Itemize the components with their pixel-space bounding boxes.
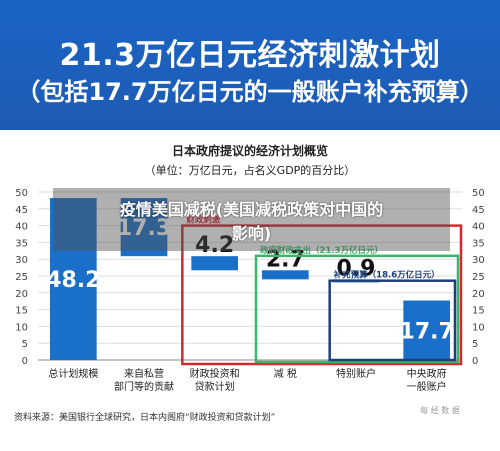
- x-tick-label: 部门等的贡献: [114, 380, 174, 393]
- y-tick-label-right: 40: [472, 222, 485, 233]
- bar-0: [50, 198, 97, 360]
- y-tick-label-left: 45: [15, 205, 28, 216]
- y-tick-label-right: 45: [472, 205, 485, 216]
- bar-5: [403, 300, 450, 360]
- group-box: [328, 279, 457, 362]
- x-tick-label: 来自私营: [124, 367, 164, 380]
- overlay-text-line2: 影响): [231, 224, 272, 243]
- header-banner: 21.3万亿日元经济刺激计划 （包括17.7万亿日元的一般账户补充预算）: [0, 0, 500, 130]
- header-title: 21.3万亿日元经济刺激计划: [59, 38, 441, 73]
- bar-2: [191, 256, 238, 271]
- y-tick-label-right: 20: [472, 289, 485, 300]
- y-tick-label-left: 20: [15, 289, 28, 300]
- group-box: [181, 224, 463, 366]
- x-tick-label: 贷款计划: [195, 380, 235, 393]
- y-tick-label-left: 40: [15, 222, 28, 233]
- x-tick-label: 财政投资和: [190, 367, 240, 380]
- y-tick-label-right: 5: [472, 339, 478, 350]
- group-label: 财政刺激: [185, 215, 221, 226]
- y-tick-label-left: 35: [15, 238, 28, 249]
- y-tick-label-left: 25: [15, 272, 28, 283]
- x-tick-label: 中央政府: [407, 367, 447, 380]
- watermark: 每 经 数 据: [420, 405, 460, 415]
- source-note: 资料来源：美国银行全球研究，日本内阁府“财政投资和贷款计划”: [14, 411, 275, 423]
- y-tick-label-right: 0: [472, 356, 478, 367]
- bar-value-label: 2.7: [266, 247, 305, 272]
- y-tick-label-right: 35: [472, 238, 485, 249]
- x-tick-label: 特别账户: [336, 367, 376, 380]
- group-label: 政府财政支出（21.3万亿日元）: [260, 245, 383, 256]
- x-tick-label: 一般账户: [407, 380, 447, 393]
- y-tick-label-left: 0: [22, 356, 28, 367]
- bar-value-label: 4.2: [195, 233, 234, 258]
- y-tick-label-right: 50: [472, 188, 485, 199]
- bar-value-label: 0.9: [337, 256, 376, 281]
- y-tick-label-left: 10: [15, 322, 28, 333]
- x-tick-label: 减 税: [274, 367, 297, 380]
- bar-3: [262, 270, 309, 280]
- chart-subtitle: （单位：万亿日元，占名义GDP的百分比）: [145, 163, 356, 177]
- group-label: 补充预算（18.6万亿日元）: [333, 270, 440, 281]
- chart-title: 日本政府提议的经济计划概览: [172, 143, 328, 158]
- y-tick-label-right: 25: [472, 272, 485, 283]
- y-tick-label-right: 30: [472, 255, 485, 266]
- header-subtitle: （包括17.7万亿日元的一般账户补充预算）: [16, 78, 484, 106]
- y-tick-label-left: 30: [15, 255, 28, 266]
- economic-plan-chart: 日本政府提议的经济计划概览 （单位：万亿日元，占名义GDP的百分比） 0 0 5 5 1…: [14, 143, 485, 423]
- group-box: [254, 254, 460, 364]
- chart-area: 日本政府提议的经济计划概览 （单位：万亿日元，占名义GDP的百分比） 0 0 5 5 1…: [0, 130, 500, 447]
- overlay-banner: [53, 188, 450, 251]
- bar-value-label: 48.2: [46, 268, 100, 293]
- bar-value-label: 17.3: [117, 216, 171, 241]
- bar-1: [120, 198, 168, 257]
- y-tick-label-right: 10: [472, 322, 485, 333]
- y-tick-label-left: 15: [15, 306, 28, 317]
- y-tick-label-right: 15: [472, 306, 485, 317]
- overlay-text-line1: 疫情美国减税(美国减税政策对中国的: [119, 200, 384, 219]
- x-tick-label: 总计划规模: [48, 367, 98, 380]
- bar-value-label: 17.7: [400, 319, 454, 344]
- bars: 48.2 17.3 4.2 2.7 0.9 17.7: [46, 198, 454, 360]
- y-tick-label-left: 5: [22, 339, 28, 350]
- y-tick-label-left: 50: [15, 188, 28, 199]
